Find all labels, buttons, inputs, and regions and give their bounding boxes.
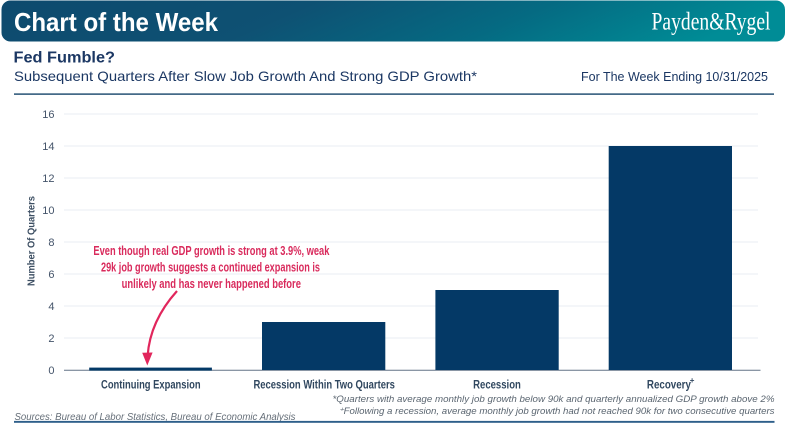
svg-text:Even though real GDP growth is: Even though real GDP growth is strong at… <box>93 243 330 258</box>
svg-text:29k job growth suggests a cont: 29k job growth suggests a continued expa… <box>101 260 320 275</box>
svg-text:Payden&Rygel: Payden&Rygel <box>652 9 771 36</box>
svg-text:Recession Within Two Quarters: Recession Within Two Quarters <box>253 378 395 392</box>
svg-text:16: 16 <box>42 109 54 121</box>
svg-text:6: 6 <box>48 269 54 281</box>
svg-text:Sources: Bureau of Labor Stati: Sources: Bureau of Labor Statistics, Bur… <box>15 411 297 423</box>
svg-text:+: + <box>690 376 695 385</box>
svg-text:*Quarters with average monthly: *Quarters with average monthly job growt… <box>333 394 776 405</box>
svg-text:0: 0 <box>48 365 54 377</box>
svg-text:Number Of Quarters: Number Of Quarters <box>26 196 38 286</box>
svg-text:Recession: Recession <box>473 378 521 392</box>
svg-text:For The Week Ending 10/31/2025: For The Week Ending 10/31/2025 <box>581 70 768 84</box>
svg-text:Continuing Expansion: Continuing Expansion <box>101 378 201 392</box>
svg-text:8: 8 <box>48 237 54 249</box>
svg-text:Subsequent Quarters After Slow: Subsequent Quarters After Slow Job Growt… <box>14 68 478 84</box>
svg-text:Chart of the Week: Chart of the Week <box>14 7 218 37</box>
svg-text:14: 14 <box>42 141 54 153</box>
svg-text:12: 12 <box>42 173 54 185</box>
svg-text:Fed Fumble?: Fed Fumble? <box>14 50 116 67</box>
svg-text:unlikely and has never happene: unlikely and has never happened before <box>122 276 301 291</box>
svg-text:2: 2 <box>48 333 54 345</box>
svg-text:10: 10 <box>42 205 54 217</box>
svg-text:⁺Following a recession, averag: ⁺Following a recession, average monthly … <box>339 406 775 417</box>
svg-text:4: 4 <box>48 301 54 313</box>
svg-text:Recovery: Recovery <box>647 378 691 392</box>
